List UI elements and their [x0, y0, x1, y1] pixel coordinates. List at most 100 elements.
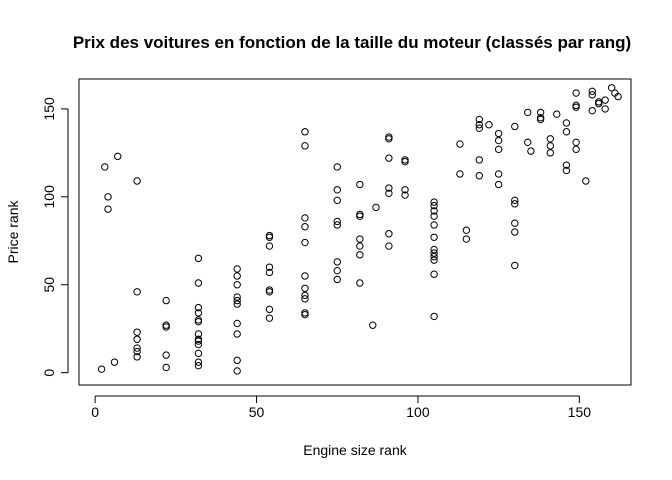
data-point — [233, 272, 241, 280]
data-point — [430, 245, 438, 254]
data-point — [546, 142, 554, 150]
data-point — [233, 265, 241, 273]
data-point — [333, 258, 341, 266]
data-point — [546, 149, 554, 157]
data-points — [97, 84, 622, 375]
data-point — [401, 191, 409, 199]
data-point — [572, 138, 580, 147]
data-point — [162, 363, 170, 372]
data-point — [430, 221, 438, 229]
data-point — [101, 163, 109, 171]
y-tick-label: 50 — [41, 277, 57, 293]
data-point — [430, 212, 438, 220]
data-point — [524, 138, 532, 147]
data-point — [430, 233, 438, 241]
data-point — [110, 358, 119, 366]
data-point — [369, 321, 377, 329]
data-point — [133, 328, 141, 336]
data-point — [527, 147, 535, 155]
data-point — [511, 219, 519, 227]
data-point — [133, 347, 141, 356]
data-point — [356, 235, 364, 243]
data-point — [356, 251, 364, 259]
data-point — [511, 228, 519, 236]
x-tick-label: 0 — [91, 404, 99, 420]
data-point — [194, 361, 203, 370]
data-point — [265, 314, 274, 322]
data-point — [401, 186, 409, 194]
data-point — [194, 358, 203, 366]
data-point — [114, 152, 122, 161]
data-point — [356, 212, 364, 220]
data-point — [356, 242, 364, 250]
data-point — [511, 200, 519, 208]
data-point — [595, 99, 603, 108]
data-point — [333, 275, 341, 284]
data-point — [456, 140, 464, 148]
data-point — [562, 119, 571, 127]
data-point — [430, 201, 438, 210]
data-point — [430, 252, 438, 261]
data-point — [511, 196, 519, 205]
data-point — [233, 319, 241, 328]
data-point — [475, 121, 483, 129]
data-point — [265, 233, 274, 241]
x-tick-label: 150 — [568, 404, 592, 420]
data-point — [401, 157, 409, 166]
data-point — [301, 214, 309, 222]
x-axis: 0 50 100 150 — [91, 395, 592, 420]
data-point — [162, 296, 170, 305]
data-point — [536, 108, 545, 117]
data-point — [385, 184, 393, 192]
data-point — [194, 254, 203, 263]
data-point — [536, 115, 545, 124]
data-point — [133, 288, 141, 296]
data-point — [430, 249, 438, 257]
data-point — [233, 296, 241, 305]
data-point — [475, 124, 483, 132]
data-point — [385, 230, 393, 238]
data-point — [301, 295, 309, 303]
data-point — [524, 108, 532, 117]
y-axis-label: Price rank — [5, 199, 21, 263]
data-point — [301, 142, 309, 150]
data-point — [162, 323, 170, 331]
data-point — [233, 356, 241, 365]
data-point — [301, 272, 309, 280]
data-point — [485, 121, 493, 129]
data-point — [562, 166, 571, 175]
data-point — [133, 335, 141, 343]
data-point — [614, 92, 622, 101]
data-point — [233, 293, 241, 301]
data-point — [333, 266, 341, 275]
data-point — [572, 89, 580, 97]
data-point — [430, 270, 438, 278]
x-tick-label: 100 — [406, 404, 430, 420]
data-point — [233, 367, 241, 375]
data-point — [546, 135, 554, 143]
data-point — [333, 163, 341, 171]
data-point — [194, 303, 203, 312]
data-point — [582, 177, 590, 185]
data-point — [265, 263, 274, 271]
data-point — [588, 91, 596, 99]
data-point — [133, 344, 141, 352]
data-point — [333, 186, 341, 194]
data-point — [553, 110, 561, 118]
data-point — [301, 284, 309, 292]
data-point — [301, 128, 309, 136]
data-point — [194, 330, 203, 338]
data-point — [607, 84, 616, 92]
data-point — [194, 340, 203, 349]
plot-frame — [78, 78, 632, 386]
y-tick-label: 0 — [41, 369, 57, 377]
data-point — [97, 365, 106, 373]
data-point — [475, 172, 483, 180]
data-point — [194, 337, 203, 345]
data-point — [601, 105, 609, 113]
data-point — [372, 203, 380, 212]
data-point — [194, 309, 203, 317]
data-point — [133, 353, 141, 361]
data-point — [104, 205, 112, 213]
